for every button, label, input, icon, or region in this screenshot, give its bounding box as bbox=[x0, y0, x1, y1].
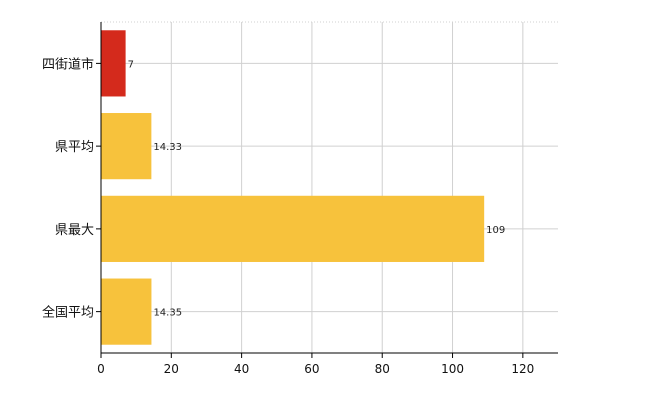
category-label: 県平均 bbox=[55, 140, 94, 155]
x-tick-label: 20 bbox=[164, 362, 179, 376]
x-tick-label: 120 bbox=[511, 362, 534, 376]
data-label: 109 bbox=[486, 225, 505, 236]
x-tick-label: 0 bbox=[97, 362, 105, 376]
x-tick-label: 100 bbox=[441, 362, 464, 376]
x-tick-label: 60 bbox=[304, 362, 319, 376]
bar bbox=[101, 30, 126, 97]
bar bbox=[101, 195, 485, 262]
labels: 7 14.33 109 14.35 0 20 40 60 80 100 120 四街道市県平均県最大全… bbox=[42, 56, 534, 376]
gridlines bbox=[101, 21, 558, 353]
bar bbox=[101, 278, 152, 345]
bars bbox=[101, 30, 485, 345]
x-tick-label: 40 bbox=[234, 362, 249, 376]
axes bbox=[96, 22, 558, 358]
x-tick-label: 80 bbox=[375, 362, 390, 376]
data-label: 14.35 bbox=[153, 308, 182, 319]
data-label: 14.33 bbox=[153, 142, 182, 153]
category-label: 四街道市 bbox=[42, 56, 94, 72]
bar bbox=[101, 113, 152, 180]
data-label: 7 bbox=[128, 59, 134, 70]
category-label: 県最大 bbox=[55, 223, 94, 238]
category-label: 全国平均 bbox=[42, 305, 94, 321]
